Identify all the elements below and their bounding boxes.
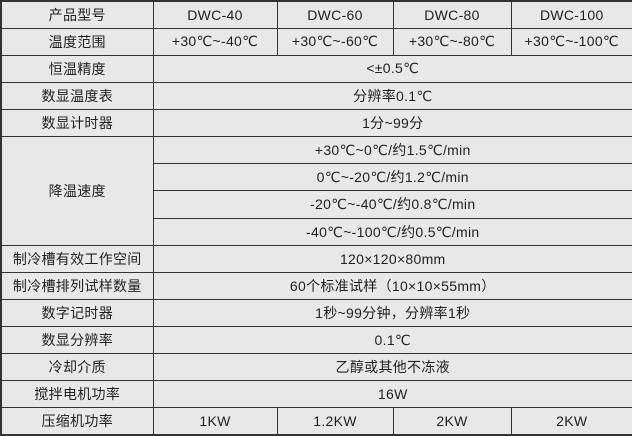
const-temp-accuracy-cell: <±0.5℃: [152, 54, 632, 83]
compressor-power-cell-dwc100: 2KW: [510, 407, 632, 436]
table-row-digital-display-timer: 数显计时器 1分~99分: [0, 108, 632, 138]
compressor-power-cell-dwc60: 1.2KW: [276, 407, 394, 436]
table-row-digital-recorder: 数字记时器 1秒~99分钟，分辨率1秒: [0, 298, 632, 328]
row-label-model: 产品型号: [0, 0, 154, 29]
table-row-work-space: 制冷槽有效工作空间 120×120×80mm: [0, 244, 632, 273]
stir-motor-power-cell: 16W: [152, 380, 632, 409]
table-row-stir-motor-power: 搅拌电机功率 16W: [0, 380, 632, 409]
table-row-cooling-speed-1: 降温速度 +30℃~0℃/约1.5℃/min: [0, 136, 632, 246]
cooling-speed-cell-4: -40℃~-100℃/约0.5℃/min: [152, 217, 632, 246]
row-label-digital-thermometer: 数显温度表: [0, 81, 154, 111]
work-space-cell: 120×120×80mm: [152, 244, 632, 273]
cooling-speed-cell-2: 0℃~-20℃/约1.2℃/min: [152, 163, 632, 192]
model-cell-dwc40: DWC-40: [152, 0, 278, 29]
table-row-temp-range: 温度范围 +30℃~-40℃ +30℃~-60℃ +30℃~-80℃ +30℃~…: [0, 27, 632, 56]
table-row-compressor-power: 压缩机功率 1KW 1.2KW 2KW 2KW: [0, 407, 632, 436]
model-cell-dwc60: DWC-60: [276, 0, 394, 29]
table-row-model: 产品型号 DWC-40 DWC-60 DWC-80 DWC-100: [0, 0, 632, 29]
row-label-digital-recorder: 数字记时器: [0, 298, 154, 328]
temp-range-cell-dwc80: +30℃~-80℃: [392, 27, 512, 56]
row-label-const-temp-accuracy: 恒温精度: [0, 54, 154, 83]
sample-quantity-cell: 60个标准试样（10×10×55mm）: [152, 271, 632, 300]
table-row-cooling-speed-2: 0℃~-20℃/约1.2℃/min: [1, 163, 632, 192]
table-row-cooling-speed-4: -40℃~-100℃/约0.5℃/min: [1, 217, 632, 246]
row-label-cooling-medium: 冷却介质: [0, 353, 154, 382]
temp-range-cell-dwc100: +30℃~-100℃: [510, 27, 632, 56]
table-row-display-resolution: 数显分辨率 0.1℃: [0, 325, 632, 355]
temp-range-cell-dwc60: +30℃~-60℃: [276, 27, 394, 56]
digital-display-timer-cell: 1分~99分: [152, 108, 632, 138]
compressor-power-cell-dwc40: 1KW: [152, 407, 278, 436]
cooling-speed-cell-1: +30℃~0℃/约1.5℃/min: [152, 136, 632, 165]
compressor-power-cell-dwc80: 2KW: [392, 407, 512, 436]
row-label-cooling-speed: 降温速度: [0, 136, 154, 246]
model-cell-dwc100: DWC-100: [510, 0, 632, 29]
digital-recorder-cell: 1秒~99分钟，分辨率1秒: [152, 298, 632, 328]
table-row-const-temp-accuracy: 恒温精度 <±0.5℃: [0, 54, 632, 83]
row-label-display-resolution: 数显分辨率: [0, 325, 154, 355]
row-label-digital-display-timer: 数显计时器: [0, 108, 154, 138]
table-row-cooling-medium: 冷却介质 乙醇或其他不冻液: [0, 353, 632, 382]
row-label-stir-motor-power: 搅拌电机功率: [0, 380, 154, 409]
cooling-medium-cell: 乙醇或其他不冻液: [152, 353, 632, 382]
row-label-temp-range: 温度范围: [0, 27, 154, 56]
cooling-speed-cell-3: -20℃~-40℃/约0.8℃/min: [152, 190, 632, 219]
table-row-sample-quantity: 制冷槽排列试样数量 60个标准试样（10×10×55mm）: [0, 271, 632, 300]
digital-thermometer-cell: 分辨率0.1℃: [152, 81, 632, 111]
row-label-sample-quantity: 制冷槽排列试样数量: [0, 271, 154, 300]
row-label-work-space: 制冷槽有效工作空间: [0, 244, 154, 273]
model-cell-dwc80: DWC-80: [392, 0, 512, 29]
row-label-compressor-power: 压缩机功率: [0, 407, 154, 436]
temp-range-cell-dwc40: +30℃~-40℃: [152, 27, 278, 56]
table-row-digital-thermometer: 数显温度表 分辨率0.1℃: [0, 81, 632, 111]
display-resolution-cell: 0.1℃: [152, 325, 632, 355]
